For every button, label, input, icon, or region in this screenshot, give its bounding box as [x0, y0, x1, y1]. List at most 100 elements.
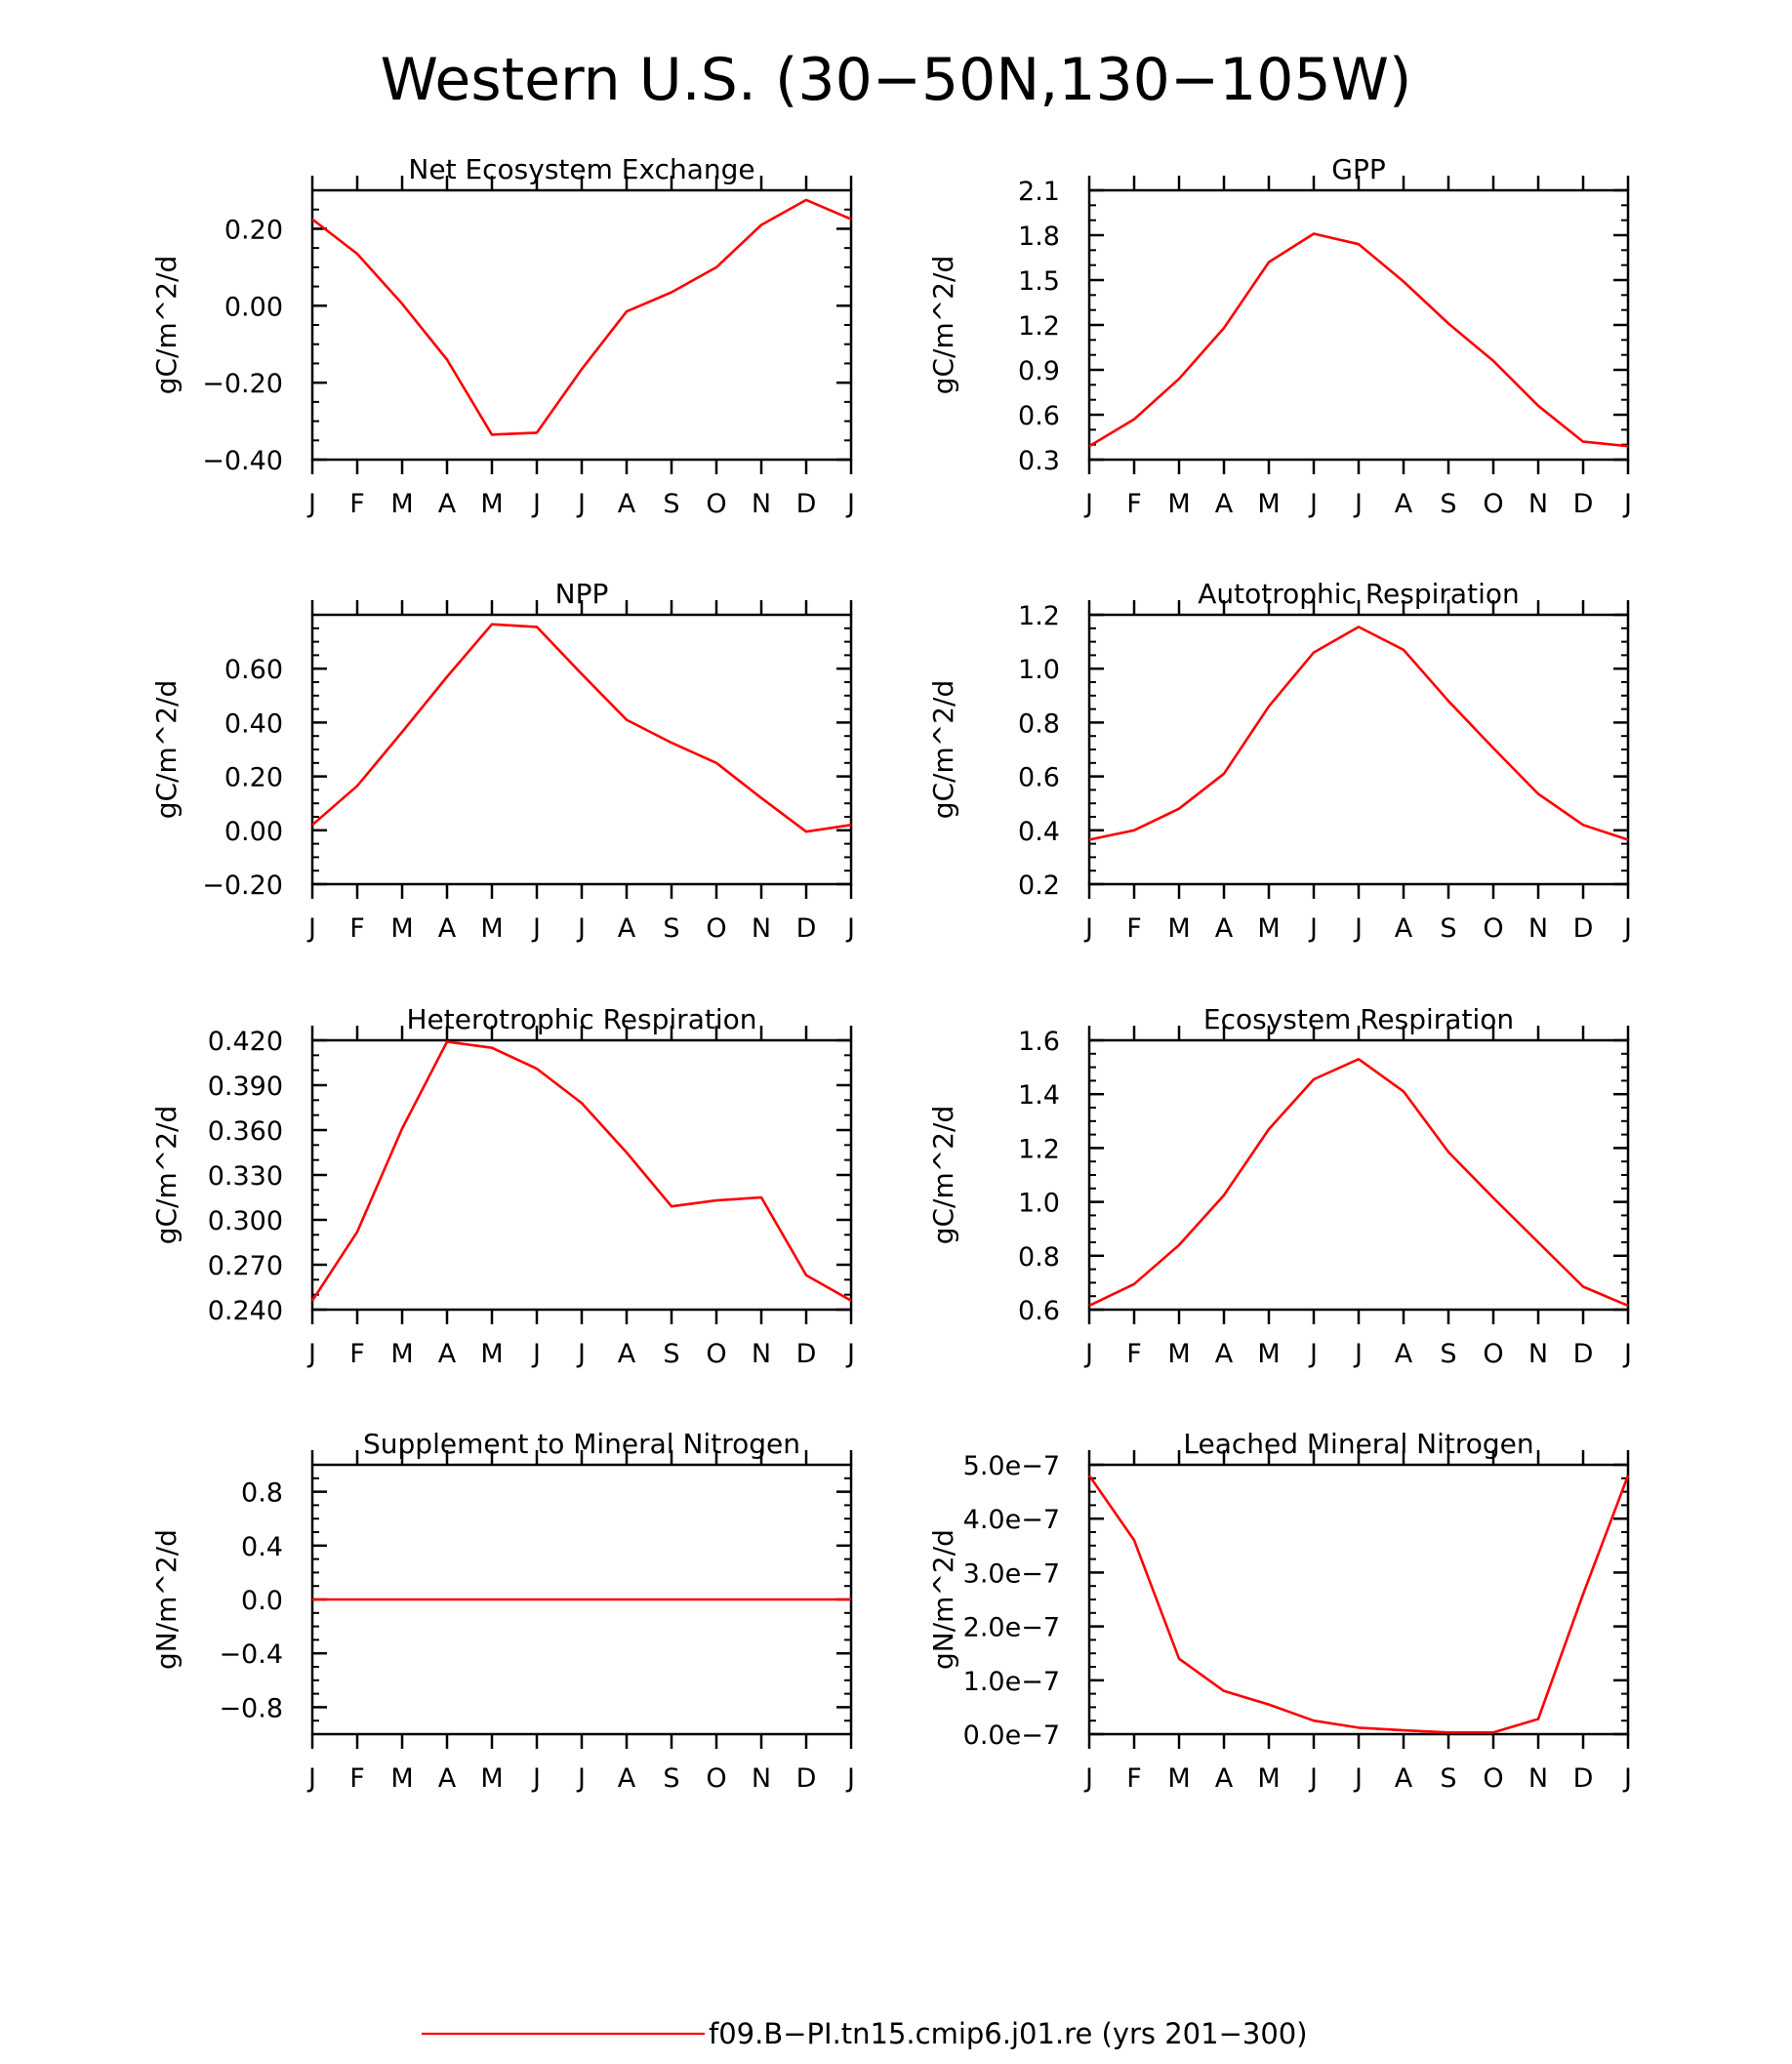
plot-frame: [310, 188, 853, 462]
x-tick-label: M: [1257, 1763, 1280, 1794]
x-tick-label: A: [1215, 489, 1234, 519]
series-line: [1088, 626, 1629, 841]
y-tick-label: 1.8: [1018, 222, 1060, 252]
y-tick-label: 1.0e−7: [963, 1667, 1060, 1697]
series-line: [311, 198, 852, 436]
x-tick-label: J: [1622, 1763, 1632, 1794]
y-axis-label: gC/m^2/d: [150, 256, 183, 395]
x-tick-label: M: [480, 1339, 503, 1369]
y-tick-label: 0.6: [1018, 1296, 1060, 1326]
x-tick-label: A: [1395, 489, 1413, 519]
x-tick-label: F: [349, 489, 365, 519]
y-tick-label: 1.2: [1018, 311, 1060, 342]
x-tick-label: D: [796, 913, 817, 944]
y-tick-label: −0.4: [219, 1639, 283, 1670]
x-tick-label: F: [1126, 1763, 1142, 1794]
x-tick-label: J: [531, 1339, 541, 1369]
x-tick-label: A: [1215, 913, 1234, 944]
y-axis-label: gN/m^2/d: [927, 1529, 959, 1670]
y-tick-label: 0.00: [224, 292, 283, 322]
x-tick-label: S: [663, 1763, 679, 1794]
y-axis-label: gC/m^2/d: [150, 1106, 183, 1245]
x-tick-label: A: [1395, 1763, 1413, 1794]
x-tick-label: J: [1353, 489, 1363, 519]
y-tick-label: 1.2: [1018, 1134, 1060, 1164]
x-tick-label: J: [1622, 913, 1632, 944]
x-tick-label: D: [796, 1339, 817, 1369]
x-tick-label: J: [1083, 489, 1093, 519]
x-tick-label: N: [1528, 489, 1548, 519]
x-tick-label: M: [1167, 913, 1190, 944]
y-tick-label: 0.40: [224, 708, 283, 739]
x-tick-label: N: [1528, 1339, 1548, 1369]
x-tick-label: M: [1257, 489, 1280, 519]
x-tick-label: J: [845, 489, 855, 519]
y-tick-label: 1.2: [1018, 601, 1060, 631]
y-tick-label: 0.6: [1018, 401, 1060, 431]
x-tick-label: F: [349, 1339, 365, 1369]
y-tick-label: 0.4: [241, 1532, 283, 1562]
x-tick-label: O: [706, 489, 726, 519]
x-tick-label: A: [438, 1763, 457, 1794]
y-tick-label: 3.0e−7: [963, 1558, 1060, 1589]
y-tick-label: 2.1: [1018, 177, 1060, 207]
x-tick-label: A: [438, 489, 457, 519]
x-tick-label: J: [531, 1763, 541, 1794]
x-tick-label: A: [618, 489, 636, 519]
x-tick-label: A: [1395, 1339, 1413, 1369]
x-tick-label: M: [480, 913, 503, 944]
x-tick-label: A: [618, 1763, 636, 1794]
y-tick-label: 0.8: [1018, 708, 1060, 739]
x-tick-label: J: [1353, 913, 1363, 944]
series-line: [1088, 1058, 1629, 1308]
x-tick-label: J: [306, 1763, 316, 1794]
y-tick-label: 0.330: [208, 1161, 283, 1192]
y-tick-label: 2.0e−7: [963, 1613, 1060, 1643]
y-tick-label: 0.390: [208, 1072, 283, 1102]
x-tick-label: A: [438, 1339, 457, 1369]
x-tick-label: J: [845, 913, 855, 944]
x-tick-label: J: [576, 489, 586, 519]
y-tick-label: 1.5: [1018, 266, 1060, 297]
x-tick-label: M: [1167, 1339, 1190, 1369]
x-tick-label: J: [531, 489, 541, 519]
y-tick-label: 1.4: [1018, 1080, 1060, 1111]
x-tick-label: A: [1395, 913, 1413, 944]
y-tick-label: −0.20: [202, 870, 283, 901]
x-tick-label: J: [845, 1763, 855, 1794]
x-tick-label: F: [1126, 489, 1142, 519]
y-tick-label: 0.300: [208, 1206, 283, 1236]
x-tick-label: F: [349, 913, 365, 944]
y-tick-label: 0.240: [208, 1296, 283, 1326]
x-tick-label: O: [1483, 1763, 1503, 1794]
x-tick-label: J: [1353, 1763, 1363, 1794]
x-tick-label: M: [1257, 1339, 1280, 1369]
x-tick-label: F: [1126, 1339, 1142, 1369]
x-tick-label: S: [1440, 1763, 1456, 1794]
x-tick-label: J: [1308, 913, 1318, 944]
y-axis-label: gC/m^2/d: [150, 680, 183, 820]
x-tick-label: D: [1573, 1763, 1594, 1794]
x-tick-label: J: [576, 1339, 586, 1369]
y-tick-label: 1.0: [1018, 1189, 1060, 1219]
x-tick-label: M: [390, 489, 413, 519]
x-tick-label: D: [1573, 913, 1594, 944]
series-line: [311, 623, 852, 833]
x-tick-label: J: [1622, 1339, 1632, 1369]
x-tick-label: M: [1167, 489, 1190, 519]
x-tick-label: J: [531, 913, 541, 944]
y-tick-label: 0.9: [1018, 356, 1060, 386]
plot-frame: [1087, 613, 1630, 886]
x-tick-label: S: [1440, 913, 1456, 944]
plot-frame: [1087, 1038, 1630, 1312]
series-line: [310, 1040, 852, 1302]
x-tick-label: O: [1483, 913, 1503, 944]
x-tick-label: D: [1573, 489, 1594, 519]
y-tick-label: 4.0e−7: [963, 1505, 1060, 1535]
legend-label: f09.B−PI.tn15.cmip6.j01.re (yrs 201−300): [709, 2017, 1308, 2050]
x-tick-label: N: [752, 489, 771, 519]
